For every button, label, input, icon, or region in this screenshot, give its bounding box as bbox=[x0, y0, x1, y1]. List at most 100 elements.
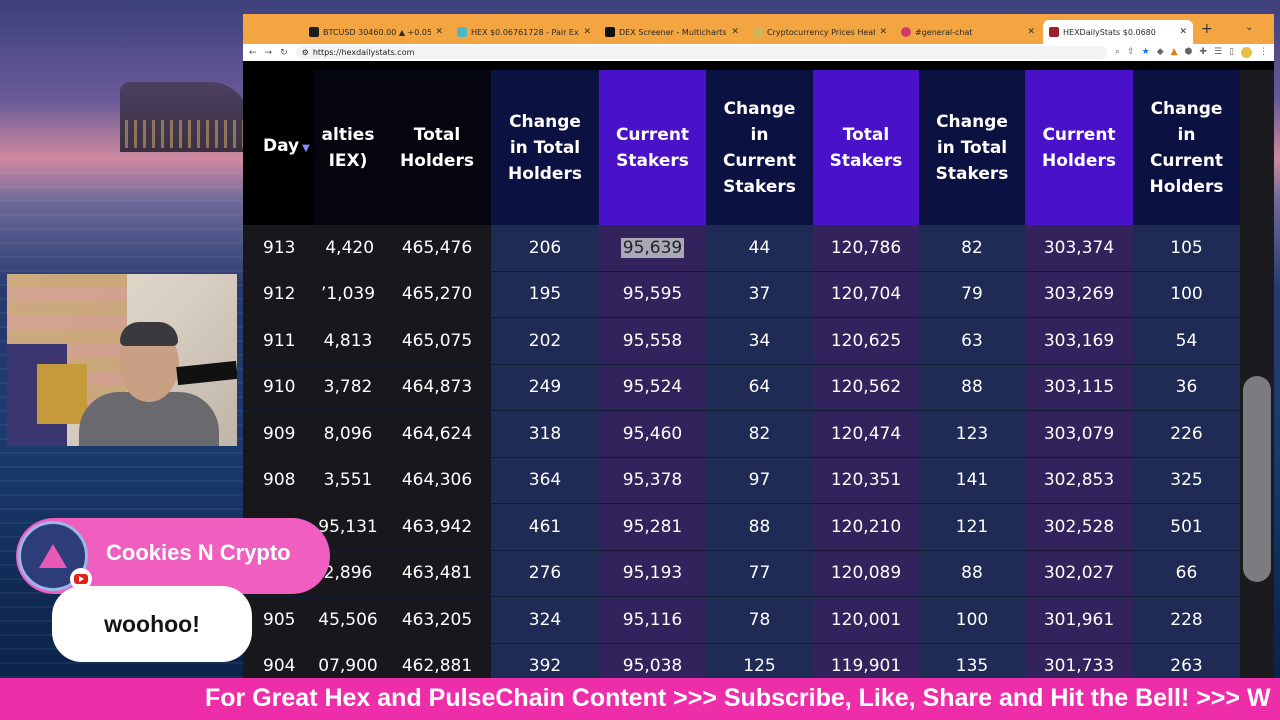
column-header[interactable]: Change in Total Holders bbox=[491, 70, 599, 225]
column-header[interactable]: Day ▼ bbox=[243, 70, 313, 225]
cell-value: 95,131 bbox=[318, 516, 378, 537]
cell-value: 105 bbox=[1170, 237, 1203, 258]
table-cell: 465,075 bbox=[383, 317, 491, 365]
table-cell: 66 bbox=[1133, 550, 1240, 597]
reload-icon[interactable]: ↻ bbox=[280, 47, 288, 58]
cell-value: 904 bbox=[263, 656, 296, 677]
cell-value: 463,481 bbox=[401, 563, 473, 584]
tab-search-icon[interactable]: ⌄ bbox=[1245, 22, 1254, 33]
table-cell: 465,270 bbox=[383, 271, 491, 318]
reading-list-icon[interactable]: ☰ bbox=[1213, 47, 1223, 57]
column-header-label: Change in Total Stakers bbox=[935, 111, 1009, 184]
close-tab-icon[interactable]: ✕ bbox=[731, 27, 739, 37]
tab-hexdailystats[interactable]: HEXDailyStats $0.0680 ✕ bbox=[1043, 20, 1193, 44]
table-row: 904 07,900 462,881 392 95,038 125 119,901 135 30… bbox=[243, 643, 1240, 678]
scrollbar[interactable] bbox=[1240, 70, 1274, 678]
cell-value: 100 bbox=[1170, 284, 1203, 305]
column-header[interactable]: Total Holders bbox=[383, 70, 491, 225]
scrollbar-thumb[interactable] bbox=[1243, 376, 1271, 582]
side-panel-icon[interactable]: ▯ bbox=[1229, 47, 1234, 57]
table-body: 913 4,420 465,476 206 95,639 44 120,786 82 303,… bbox=[243, 225, 1240, 678]
table-cell: 105 bbox=[1133, 225, 1240, 272]
column-header-label: Current Stakers bbox=[615, 124, 690, 171]
table-cell: 97 bbox=[706, 457, 813, 504]
table-cell: 263 bbox=[1133, 643, 1240, 678]
metamask-icon[interactable]: ▲ bbox=[1170, 47, 1178, 57]
table-cell: 3,782 bbox=[313, 364, 383, 411]
cell-value: 100 bbox=[955, 609, 989, 630]
cell-value: 125 bbox=[743, 656, 776, 677]
cell-value: 120,562 bbox=[830, 377, 902, 398]
table-cell: 100 bbox=[919, 596, 1025, 644]
close-tab-icon[interactable]: ✕ bbox=[583, 27, 591, 37]
tab-dex-screener[interactable]: DEX Screener - Multicharts ✕ bbox=[599, 20, 745, 44]
tab-general-chat[interactable]: #general-chat ✕ bbox=[895, 20, 1041, 44]
cell-value: ’1,039 bbox=[320, 284, 376, 305]
puzzle-extensions-icon[interactable]: ✚ bbox=[1199, 47, 1207, 57]
cell-value: 119,901 bbox=[830, 656, 902, 677]
sort-desc-icon[interactable]: ▼ bbox=[302, 143, 310, 154]
back-icon[interactable]: ← bbox=[249, 47, 257, 58]
table-header-row: Day ▼ alties IEX) Total Holders Change in To… bbox=[243, 70, 1240, 225]
cell-value: 909 bbox=[263, 423, 296, 444]
close-tab-icon[interactable]: ✕ bbox=[1027, 27, 1035, 37]
cell-value: 3,782 bbox=[323, 377, 373, 398]
tradingview-favicon-icon bbox=[309, 27, 319, 37]
cell-value: 95,524 bbox=[622, 377, 683, 398]
url-text: https://hexdailystats.com bbox=[312, 48, 415, 57]
tab-crypto-heatmap[interactable]: Cryptocurrency Prices Heatmap ✕ bbox=[747, 20, 893, 44]
column-header-label: Change in Total Holders bbox=[508, 111, 582, 184]
table-cell: 464,624 bbox=[383, 410, 491, 458]
share-icon[interactable]: ⇪ bbox=[1127, 47, 1135, 57]
tab-title: BTCUSD 30460.00 ▲ +0.05% bbox=[323, 27, 432, 37]
menu-icon[interactable]: ⋮ bbox=[1259, 47, 1268, 57]
table-cell: 303,079 bbox=[1025, 410, 1133, 458]
cell-value: 465,270 bbox=[401, 284, 473, 305]
tab-hex-pair-explorer[interactable]: HEX $0.06761728 - Pair Explorer ✕ bbox=[451, 20, 597, 44]
column-header[interactable]: Change in Current Holders bbox=[1133, 70, 1240, 225]
close-tab-icon[interactable]: ✕ bbox=[1179, 27, 1187, 37]
cell-value: 303,374 bbox=[1043, 237, 1115, 258]
close-tab-icon[interactable]: ✕ bbox=[435, 27, 443, 37]
site-info-icon[interactable]: ⚙ bbox=[301, 48, 309, 57]
zoom-icon[interactable]: ⌕ bbox=[1115, 47, 1121, 57]
extension-icon[interactable]: ⬢ bbox=[1184, 47, 1193, 57]
table-cell: 95,038 bbox=[599, 643, 706, 678]
table-cell: 77 bbox=[706, 550, 813, 597]
column-header[interactable]: Total Stakers bbox=[813, 70, 919, 225]
column-header[interactable]: Current Stakers bbox=[599, 70, 706, 225]
cell-value: 78 bbox=[748, 609, 771, 630]
table-cell: 303,169 bbox=[1025, 317, 1133, 365]
table-cell: 95,558 bbox=[599, 317, 706, 365]
column-header[interactable]: Change in Total Stakers bbox=[919, 70, 1025, 225]
bookmark-star-icon[interactable]: ★ bbox=[1141, 47, 1150, 57]
column-header[interactable]: alties IEX) bbox=[313, 70, 383, 225]
forward-icon[interactable]: → bbox=[264, 47, 273, 58]
table-cell: 195 bbox=[491, 271, 599, 318]
table-cell: 120,562 bbox=[813, 364, 919, 411]
chat-bubble: woohoo! bbox=[52, 586, 252, 662]
new-tab-icon[interactable]: + bbox=[1201, 21, 1213, 37]
table-cell: 82 bbox=[919, 225, 1025, 272]
webcam-overlay bbox=[7, 274, 237, 446]
table-cell: 464,306 bbox=[383, 457, 491, 504]
tab-btcusd[interactable]: BTCUSD 30460.00 ▲ +0.05% ✕ bbox=[303, 20, 449, 44]
column-header[interactable]: Current Holders bbox=[1025, 70, 1133, 225]
cell-value: 910 bbox=[263, 377, 296, 398]
cell-value: 141 bbox=[955, 470, 989, 491]
cell-value: 195 bbox=[528, 284, 562, 305]
extension-icon[interactable]: ◆ bbox=[1156, 47, 1164, 57]
cell-value: 465,476 bbox=[401, 237, 473, 258]
table-cell: 120,474 bbox=[813, 410, 919, 458]
table-cell: 120,704 bbox=[813, 271, 919, 318]
table-cell: 913 bbox=[243, 225, 313, 272]
table-cell: 95,193 bbox=[599, 550, 706, 597]
address-bar[interactable]: ⚙ https://hexdailystats.com bbox=[295, 46, 1108, 59]
column-header[interactable]: Change in Current Stakers bbox=[706, 70, 813, 225]
table-cell: 120,210 bbox=[813, 503, 919, 551]
close-tab-icon[interactable]: ✕ bbox=[879, 27, 887, 37]
cell-value: 45,506 bbox=[318, 609, 378, 630]
table-cell: 911 bbox=[243, 317, 313, 365]
profile-avatar-icon[interactable] bbox=[1241, 47, 1252, 58]
cell-value: 95,558 bbox=[622, 330, 683, 351]
